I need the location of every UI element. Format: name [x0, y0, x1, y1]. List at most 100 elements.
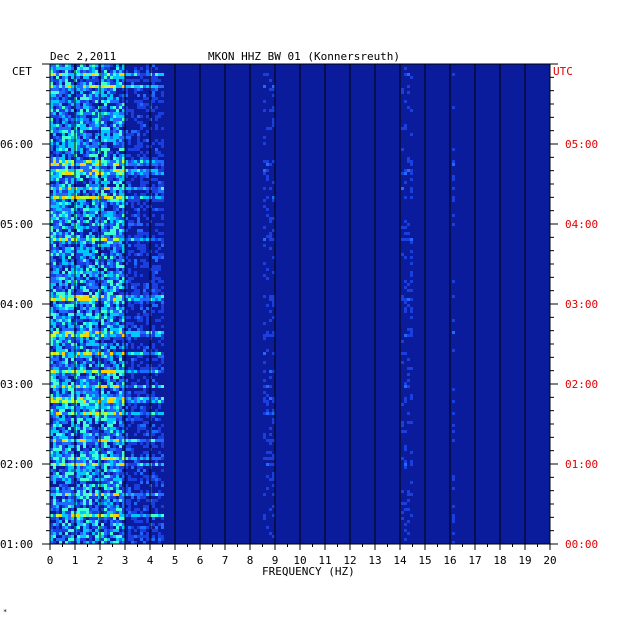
spectrogram-cell	[122, 325, 125, 328]
spectrogram-cell	[107, 538, 110, 541]
spectrogram-cell	[104, 325, 107, 328]
spectrogram-cell	[122, 382, 125, 385]
spectrogram-cell	[122, 148, 125, 151]
spectrogram-cell	[53, 160, 56, 163]
spectrogram-cell	[101, 316, 104, 319]
spectrogram-cell	[86, 253, 89, 256]
spectrogram-cell	[89, 91, 92, 94]
spectrogram-cell	[62, 298, 65, 301]
spectrogram-cell	[95, 517, 98, 520]
spectrogram-cell	[92, 319, 95, 322]
spectrogram-cell	[53, 322, 56, 325]
spectrogram-cell	[62, 388, 65, 391]
spectrogram-cell	[161, 439, 164, 442]
spectrogram-cell	[92, 478, 95, 481]
spectrogram-cell	[110, 325, 113, 328]
spectrogram-cell	[68, 415, 71, 418]
spectrogram-cell	[95, 238, 98, 241]
spectrogram-cell	[59, 289, 62, 292]
spectrogram-cell	[86, 463, 89, 466]
spectrogram-cell	[404, 310, 407, 313]
spectrogram-cell	[95, 487, 98, 490]
spectrogram-cell	[53, 310, 56, 313]
spectrogram-cell	[50, 184, 53, 187]
spectrogram-cell	[143, 367, 146, 370]
spectrogram-cell	[50, 187, 53, 190]
spectrogram-cell	[95, 70, 98, 73]
spectrogram-cell	[86, 406, 89, 409]
spectrogram-cell	[146, 370, 149, 373]
x-tick-labels: 0 1 2 3 4 5 6 7 8 9 10 11 12 13 14 15 16 17 18 19 20	[47, 554, 557, 567]
spectrogram-cell	[53, 379, 56, 382]
spectrogram-cell	[62, 325, 65, 328]
spectrogram-cell	[65, 253, 68, 256]
spectrogram-cell	[158, 523, 161, 526]
spectrogram-cell	[110, 313, 113, 316]
spectrogram-cell	[152, 475, 155, 478]
spectrogram-cell	[92, 121, 95, 124]
spectrogram-cell	[56, 367, 59, 370]
spectrogram-cell	[122, 79, 125, 82]
spectrogram-cell	[137, 253, 140, 256]
spectrogram-cell	[65, 214, 68, 217]
spectrogram-cell	[77, 82, 80, 85]
spectrogram-cell	[83, 88, 86, 91]
spectrogram-cell	[266, 208, 269, 211]
spectrogram-cell	[77, 535, 80, 538]
spectrogram-cell	[53, 292, 56, 295]
spectrogram-cell	[143, 292, 146, 295]
left-tick-label: 02:00	[0, 458, 33, 471]
spectrogram-cell	[161, 457, 164, 460]
spectrogram-cell	[113, 190, 116, 193]
spectrogram-cell	[65, 385, 68, 388]
spectrogram-cell	[80, 295, 83, 298]
spectrogram-cell	[155, 85, 158, 88]
spectrogram-cell	[92, 304, 95, 307]
spectrogram-cell	[140, 103, 143, 106]
spectrogram-cell	[404, 280, 407, 283]
spectrogram-cell	[161, 298, 164, 301]
spectrogram-cell	[56, 490, 59, 493]
spectrogram-cell	[50, 319, 53, 322]
spectrogram-cell	[71, 259, 74, 262]
spectrogram-cell	[104, 349, 107, 352]
spectrogram-cell	[68, 124, 71, 127]
spectrogram-cell	[92, 451, 95, 454]
spectrogram-cell	[134, 370, 137, 373]
spectrogram-cell	[71, 262, 74, 265]
spectrogram-cell	[143, 334, 146, 337]
spectrogram-cell	[92, 340, 95, 343]
spectrogram-cell	[143, 406, 146, 409]
spectrogram-cell	[50, 307, 53, 310]
spectrogram-cell	[134, 187, 137, 190]
spectrogram-cell	[71, 88, 74, 91]
spectrogram-cell	[104, 220, 107, 223]
spectrogram-cell	[269, 433, 272, 436]
spectrogram-cell	[263, 361, 266, 364]
spectrogram-cell	[80, 355, 83, 358]
spectrogram-cell	[101, 217, 104, 220]
spectrogram-cell	[263, 493, 266, 496]
spectrogram-cell	[110, 112, 113, 115]
spectrogram-cell	[92, 301, 95, 304]
spectrogram-cell	[50, 364, 53, 367]
spectrogram-cell	[119, 106, 122, 109]
spectrogram-cell	[113, 289, 116, 292]
spectrogram-cell	[146, 463, 149, 466]
spectrogram-cell	[155, 268, 158, 271]
spectrogram-cell	[269, 334, 272, 337]
spectrogram-cell	[68, 427, 71, 430]
spectrogram-cell	[269, 217, 272, 220]
spectrogram-cell	[113, 448, 116, 451]
spectrogram-cell	[56, 397, 59, 400]
spectrogram-cell	[68, 130, 71, 133]
spectrogram-cell	[95, 298, 98, 301]
spectrogram-cell	[110, 289, 113, 292]
spectrogram-cell	[68, 463, 71, 466]
spectrogram-cell	[110, 271, 113, 274]
spectrogram-cell	[101, 409, 104, 412]
spectrogram-cell	[452, 505, 455, 508]
spectrogram-cell	[155, 334, 158, 337]
spectrogram-cell	[101, 133, 104, 136]
spectrogram-cell	[50, 361, 53, 364]
